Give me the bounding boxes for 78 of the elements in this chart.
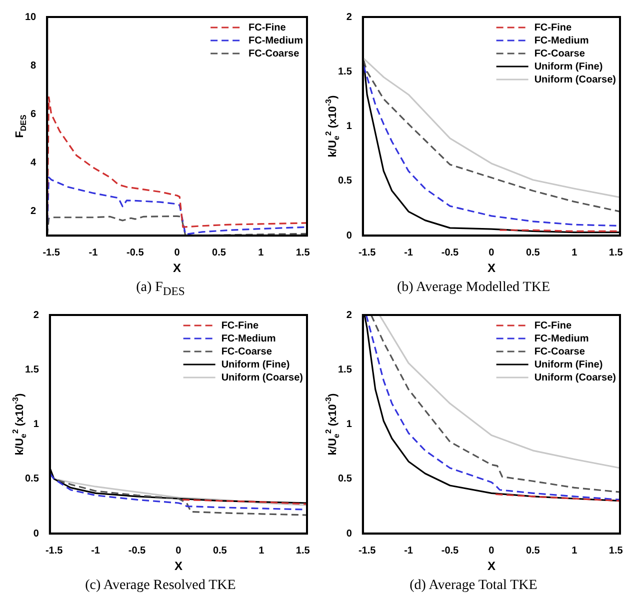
text: (d) Average Total TKE	[408, 577, 538, 595]
y-tick-label: 0.5	[338, 474, 352, 485]
x-tick-label: -1	[404, 545, 414, 556]
x-tick-label: 1	[572, 545, 578, 556]
text: (b) Average Modelled TKE	[396, 279, 552, 297]
y-tick-label: 6	[30, 108, 37, 120]
x-tick-label: -0.5	[128, 545, 146, 556]
x-tick-label: 1.5	[296, 247, 310, 258]
y-axis-title: FDES	[14, 114, 28, 138]
legend-label: FC-Fine	[534, 320, 572, 332]
y-tick-label: 1	[33, 419, 40, 430]
x-tick-label: 1	[572, 247, 578, 258]
text: (a) F$_{DES}$	[135, 279, 186, 300]
x-tick-label: 0	[174, 247, 180, 258]
x-tick-label: -1	[404, 247, 414, 258]
legend-label: FC-Coarse	[248, 48, 300, 60]
x-tick-label: 0.5	[526, 545, 540, 556]
x-tick-label: -1	[91, 545, 100, 556]
x-tick-label: -1	[88, 247, 98, 258]
y-tick-label: 1.5	[24, 364, 40, 376]
y-tick-label: 1.5	[338, 364, 352, 376]
x-tick-label: 1.5	[608, 247, 624, 258]
y-tick-label: 2	[33, 310, 40, 321]
y-tick-label: 1	[346, 419, 352, 430]
y-tick-label: 2	[346, 310, 352, 321]
legend-label: FC-Fine	[248, 22, 286, 34]
legend-label: FC-Coarse	[534, 48, 586, 60]
legend-label: Uniform (Fine)	[534, 61, 603, 72]
y-tick-label: 0	[346, 230, 352, 242]
y-tick-label: 1.5	[338, 66, 352, 78]
y-tick-label: 0	[33, 528, 40, 540]
legend-label: FC-Fine	[221, 320, 259, 332]
legend-label: FC-Medium	[534, 35, 589, 46]
y-tick-label: 1	[346, 121, 352, 132]
legend-label: Uniform (Coarse)	[534, 372, 616, 384]
y-tick-label: 2	[30, 206, 37, 218]
x-axis-title: X	[174, 559, 182, 574]
x-axis-title: X	[487, 559, 496, 574]
legend-label: Uniform (Coarse)	[534, 74, 616, 86]
x-tick-label: -1.5	[358, 247, 376, 258]
x-tick-label: 1	[258, 247, 264, 258]
x-tick-label: 1	[258, 545, 265, 556]
legend-label: FC-Fine	[534, 22, 572, 34]
x-tick-label: -0.5	[441, 247, 460, 258]
x-tick-label: 0.5	[212, 545, 228, 556]
x-tick-label: 0.5	[212, 247, 226, 258]
x-tick-label: -1.5	[358, 545, 376, 556]
legend-label: FC-Medium	[248, 35, 304, 46]
legend-label: FC-Medium	[221, 333, 276, 344]
y-axis-title: k/Ue2 (x10-3)	[11, 393, 28, 456]
legend-label: Uniform (Fine)	[221, 359, 290, 370]
y-tick-label: 2	[346, 12, 352, 23]
x-tick-label: 0.5	[526, 247, 540, 258]
x-tick-label: 0	[488, 545, 495, 556]
legend-label: FC-Medium	[534, 333, 589, 344]
x-axis-title: X	[173, 261, 182, 276]
x-axis-title: X	[487, 261, 496, 276]
y-tick-label: 0	[346, 528, 352, 540]
x-tick-label: 0	[176, 545, 182, 556]
y-tick-label: 10	[25, 12, 37, 23]
y-tick-label: 4	[30, 157, 37, 168]
legend-label: Uniform (Coarse)	[221, 372, 304, 384]
legend-label: Uniform (Fine)	[534, 359, 603, 370]
y-tick-label: 0.5	[24, 474, 40, 485]
x-tick-label: -0.5	[126, 247, 144, 258]
y-tick-label: 0.5	[338, 176, 352, 187]
y-axis-title: k/Ue2 (x10-3)	[324, 393, 342, 456]
x-tick-label: -0.5	[441, 545, 460, 556]
x-tick-label: 0	[488, 247, 495, 258]
text: (c) Average Resolved TKE	[84, 577, 237, 595]
y-tick-label: 8	[30, 60, 37, 72]
y-axis-title: k/Ue2 (x10-3)	[324, 95, 342, 158]
x-tick-label: 1.5	[296, 545, 310, 556]
x-tick-label: -1.5	[45, 545, 64, 556]
legend-label: FC-Coarse	[534, 346, 586, 358]
x-tick-label: 1.5	[608, 545, 624, 556]
x-tick-label: -1.5	[42, 247, 60, 258]
legend-label: FC-Coarse	[221, 346, 272, 358]
